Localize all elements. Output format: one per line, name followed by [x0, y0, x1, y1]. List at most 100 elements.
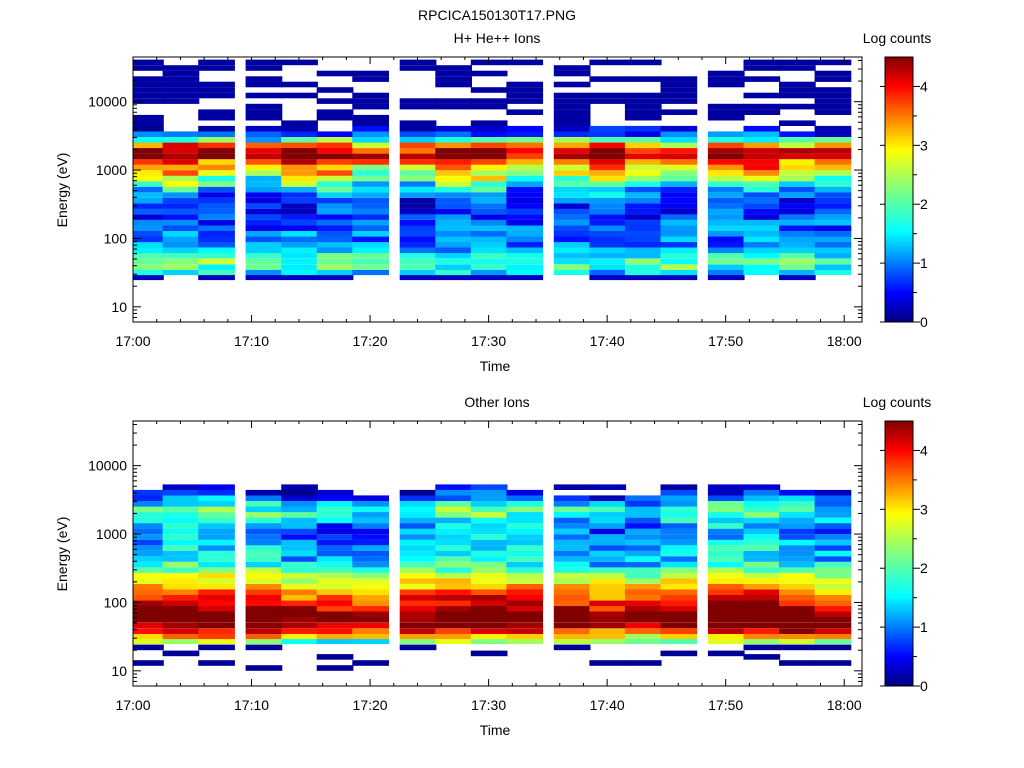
heatmap-cell: [399, 137, 437, 143]
heatmap-cell: [707, 70, 745, 77]
heatmap-cell: [245, 495, 283, 501]
heatmap-cell: [316, 98, 354, 104]
heatmap-cell: [316, 231, 354, 237]
heatmap-cell: [553, 556, 591, 562]
heatmap-cell: [162, 192, 200, 198]
y-tick-label: 100: [104, 230, 128, 246]
heatmap-cell: [133, 120, 164, 126]
heatmap-cell: [589, 638, 627, 645]
heatmap-cell: [245, 264, 283, 270]
heatmap-cell: [133, 269, 164, 276]
heatmap-cell: [707, 274, 745, 281]
heatmap-cell: [660, 225, 698, 231]
heatmap-cell: [133, 545, 164, 551]
heatmap-cell: [589, 186, 627, 193]
heatmap-cell: [198, 269, 235, 276]
panel-1-colorbar-label: Log counts: [863, 30, 932, 46]
heatmap-cell: [352, 616, 389, 623]
heatmap-cell: [553, 81, 591, 88]
heatmap-cell: [435, 231, 472, 237]
heatmap-cell: [352, 628, 389, 634]
heatmap-cell: [435, 203, 472, 209]
heatmap-cell: [399, 186, 437, 193]
heatmap-cell: [281, 219, 318, 226]
heatmap-cell: [352, 572, 389, 579]
heatmap-cell: [352, 164, 389, 171]
heatmap-cell: [660, 600, 698, 607]
heatmap-cell: [352, 638, 389, 645]
heatmap-cell: [660, 247, 698, 254]
heatmap-cell: [352, 114, 389, 121]
heatmap-cell: [553, 247, 591, 254]
heatmap-cell: [281, 506, 318, 513]
heatmap-cell: [660, 208, 698, 215]
heatmap-cell: [245, 567, 283, 573]
heatmap-cell: [589, 605, 627, 612]
heatmap-cell: [281, 258, 318, 265]
heatmap-cell: [553, 633, 591, 640]
heatmap-cell: [399, 501, 437, 507]
heatmap-cell: [707, 114, 745, 121]
heatmap-cell: [589, 556, 627, 562]
heatmap-cell: [814, 181, 852, 187]
heatmap-cell: [435, 76, 472, 82]
heatmap-cell: [779, 644, 816, 651]
heatmap-cell: [553, 114, 591, 121]
heatmap-cell: [281, 633, 318, 640]
heatmap-cell: [162, 561, 200, 568]
heatmap-cell: [316, 583, 354, 590]
heatmap-cell: [707, 231, 745, 237]
heatmap-cell: [162, 241, 200, 248]
colorbar-tick-label: 3: [920, 501, 928, 517]
heatmap-cell: [133, 622, 164, 629]
panel-2-title: Other Ions: [464, 394, 529, 410]
heatmap-cell: [779, 633, 816, 640]
heatmap-cell: [316, 589, 354, 595]
heatmap-cell: [281, 489, 318, 496]
heatmap-cell: [470, 539, 508, 546]
heatmap-cell: [133, 153, 164, 160]
heatmap-cell: [198, 523, 235, 529]
x-tick-label: 17:10: [234, 697, 269, 713]
heatmap-cell: [660, 258, 698, 265]
heatmap-cell: [553, 225, 591, 231]
heatmap-cell: [779, 489, 816, 496]
heatmap-cell: [779, 264, 816, 270]
heatmap-cell: [133, 252, 164, 259]
heatmap-cell: [198, 484, 235, 490]
heatmap-cell: [316, 489, 354, 496]
heatmap-cell: [435, 137, 472, 143]
heatmap-cell: [245, 219, 283, 226]
heatmap-cell: [245, 622, 283, 629]
heatmap-cell: [281, 92, 318, 99]
heatmap-cell: [814, 214, 852, 220]
heatmap-cell: [352, 589, 389, 595]
colorbar-tick-label: 1: [920, 619, 928, 635]
heatmap-cell: [470, 506, 508, 513]
heatmap-cell: [624, 76, 662, 82]
heatmap-cell: [506, 501, 544, 507]
heatmap-cell: [506, 583, 544, 590]
heatmap-cell: [281, 131, 318, 137]
heatmap-cell: [553, 550, 591, 557]
heatmap-cell: [707, 572, 745, 579]
heatmap-cell: [707, 219, 745, 226]
heatmap-cell: [162, 164, 200, 171]
heatmap-cell: [352, 76, 389, 82]
heatmap-cell: [198, 170, 235, 176]
heatmap-cell: [553, 561, 591, 568]
heatmap-cell: [660, 583, 698, 590]
heatmap-cell: [779, 231, 816, 237]
heatmap-cell: [198, 489, 235, 496]
x-tick-label: 17:00: [115, 333, 150, 349]
heatmap-cell: [779, 59, 816, 66]
heatmap-cell: [624, 231, 662, 237]
heatmap-cell: [133, 225, 164, 231]
heatmap-cell: [660, 561, 698, 568]
heatmap-cell: [399, 506, 437, 513]
heatmap-cell: [660, 605, 698, 612]
heatmap-cell: [162, 638, 200, 645]
heatmap-cell: [707, 528, 745, 535]
heatmap-cell: [553, 142, 591, 149]
heatmap-cell: [352, 633, 389, 640]
